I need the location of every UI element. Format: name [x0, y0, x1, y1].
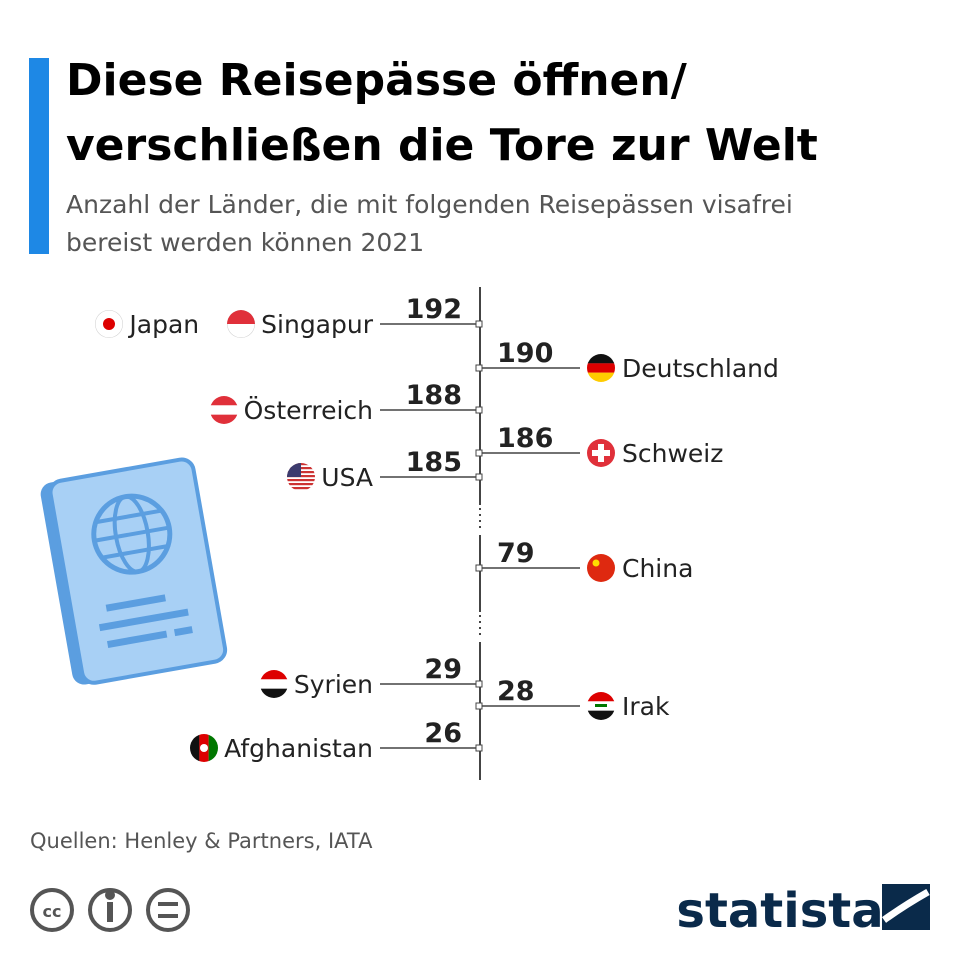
subtitle: Anzahl der Länder, die mit folgenden Rei… — [66, 190, 793, 219]
value-label: 185 — [406, 447, 462, 478]
country-label: Schweiz — [622, 439, 723, 468]
brand: statista — [676, 883, 883, 939]
flag — [592, 444, 610, 462]
flag — [587, 363, 615, 373]
flag — [227, 310, 255, 324]
country-label: Singapur — [261, 310, 374, 339]
country-label: Österreich — [244, 396, 373, 425]
flag — [595, 704, 607, 707]
country-label: Afghanistan — [224, 734, 373, 763]
value-label: 188 — [406, 380, 462, 411]
country-label: Syrien — [294, 670, 373, 699]
flag — [103, 318, 115, 330]
value-label: 192 — [406, 294, 462, 325]
value-label: 79 — [497, 538, 535, 569]
flag — [287, 483, 315, 486]
flag — [190, 734, 218, 762]
license-icons — [30, 888, 190, 932]
cc-text: cc — [43, 902, 62, 921]
tick — [475, 320, 483, 328]
flag — [587, 354, 615, 364]
flag — [210, 405, 238, 415]
accent-bar — [29, 58, 49, 254]
flag — [190, 734, 200, 762]
subtitle: bereist werden können 2021 — [66, 228, 424, 257]
flag — [260, 679, 288, 689]
passport-illustration — [40, 457, 228, 685]
flag — [210, 396, 238, 424]
tick — [475, 680, 483, 688]
value-label: 186 — [497, 423, 553, 454]
country-label: China — [622, 554, 693, 583]
flag — [210, 414, 238, 424]
flag — [587, 372, 615, 382]
flag — [287, 463, 301, 477]
value-label: 28 — [497, 676, 535, 707]
tick — [475, 364, 483, 372]
flag — [587, 554, 615, 582]
tick — [475, 449, 483, 457]
flag — [587, 692, 615, 702]
flag — [260, 688, 288, 698]
tick — [475, 473, 483, 481]
flag — [587, 554, 615, 582]
flag — [587, 354, 615, 382]
flag — [287, 479, 315, 482]
source: Quellen: Henley & Partners, IATA — [30, 829, 373, 853]
tick — [475, 564, 483, 572]
flag — [592, 559, 600, 567]
country-label: Irak — [622, 692, 670, 721]
flag — [200, 744, 208, 752]
brand-logo — [881, 884, 930, 930]
flag — [95, 310, 123, 338]
flag — [260, 670, 288, 698]
title: Diese Reisepässe öffnen/ — [66, 55, 688, 106]
value-label: 190 — [497, 338, 553, 369]
flag — [260, 670, 288, 680]
title: verschließen die Tore zur Welt — [66, 120, 818, 171]
value-label: 26 — [424, 718, 462, 749]
flag — [587, 692, 615, 720]
tick — [475, 702, 483, 710]
country-label: Deutschland — [622, 354, 779, 383]
flag — [287, 463, 315, 490]
flag — [227, 310, 255, 338]
flag — [208, 734, 218, 762]
flag — [587, 439, 615, 467]
country-label: Japan — [127, 310, 199, 339]
tick — [475, 744, 483, 752]
flag — [287, 487, 315, 490]
tick — [475, 406, 483, 414]
country-label: USA — [321, 463, 373, 492]
value-label: 29 — [424, 654, 462, 685]
flag — [587, 710, 615, 720]
flag — [210, 396, 238, 406]
